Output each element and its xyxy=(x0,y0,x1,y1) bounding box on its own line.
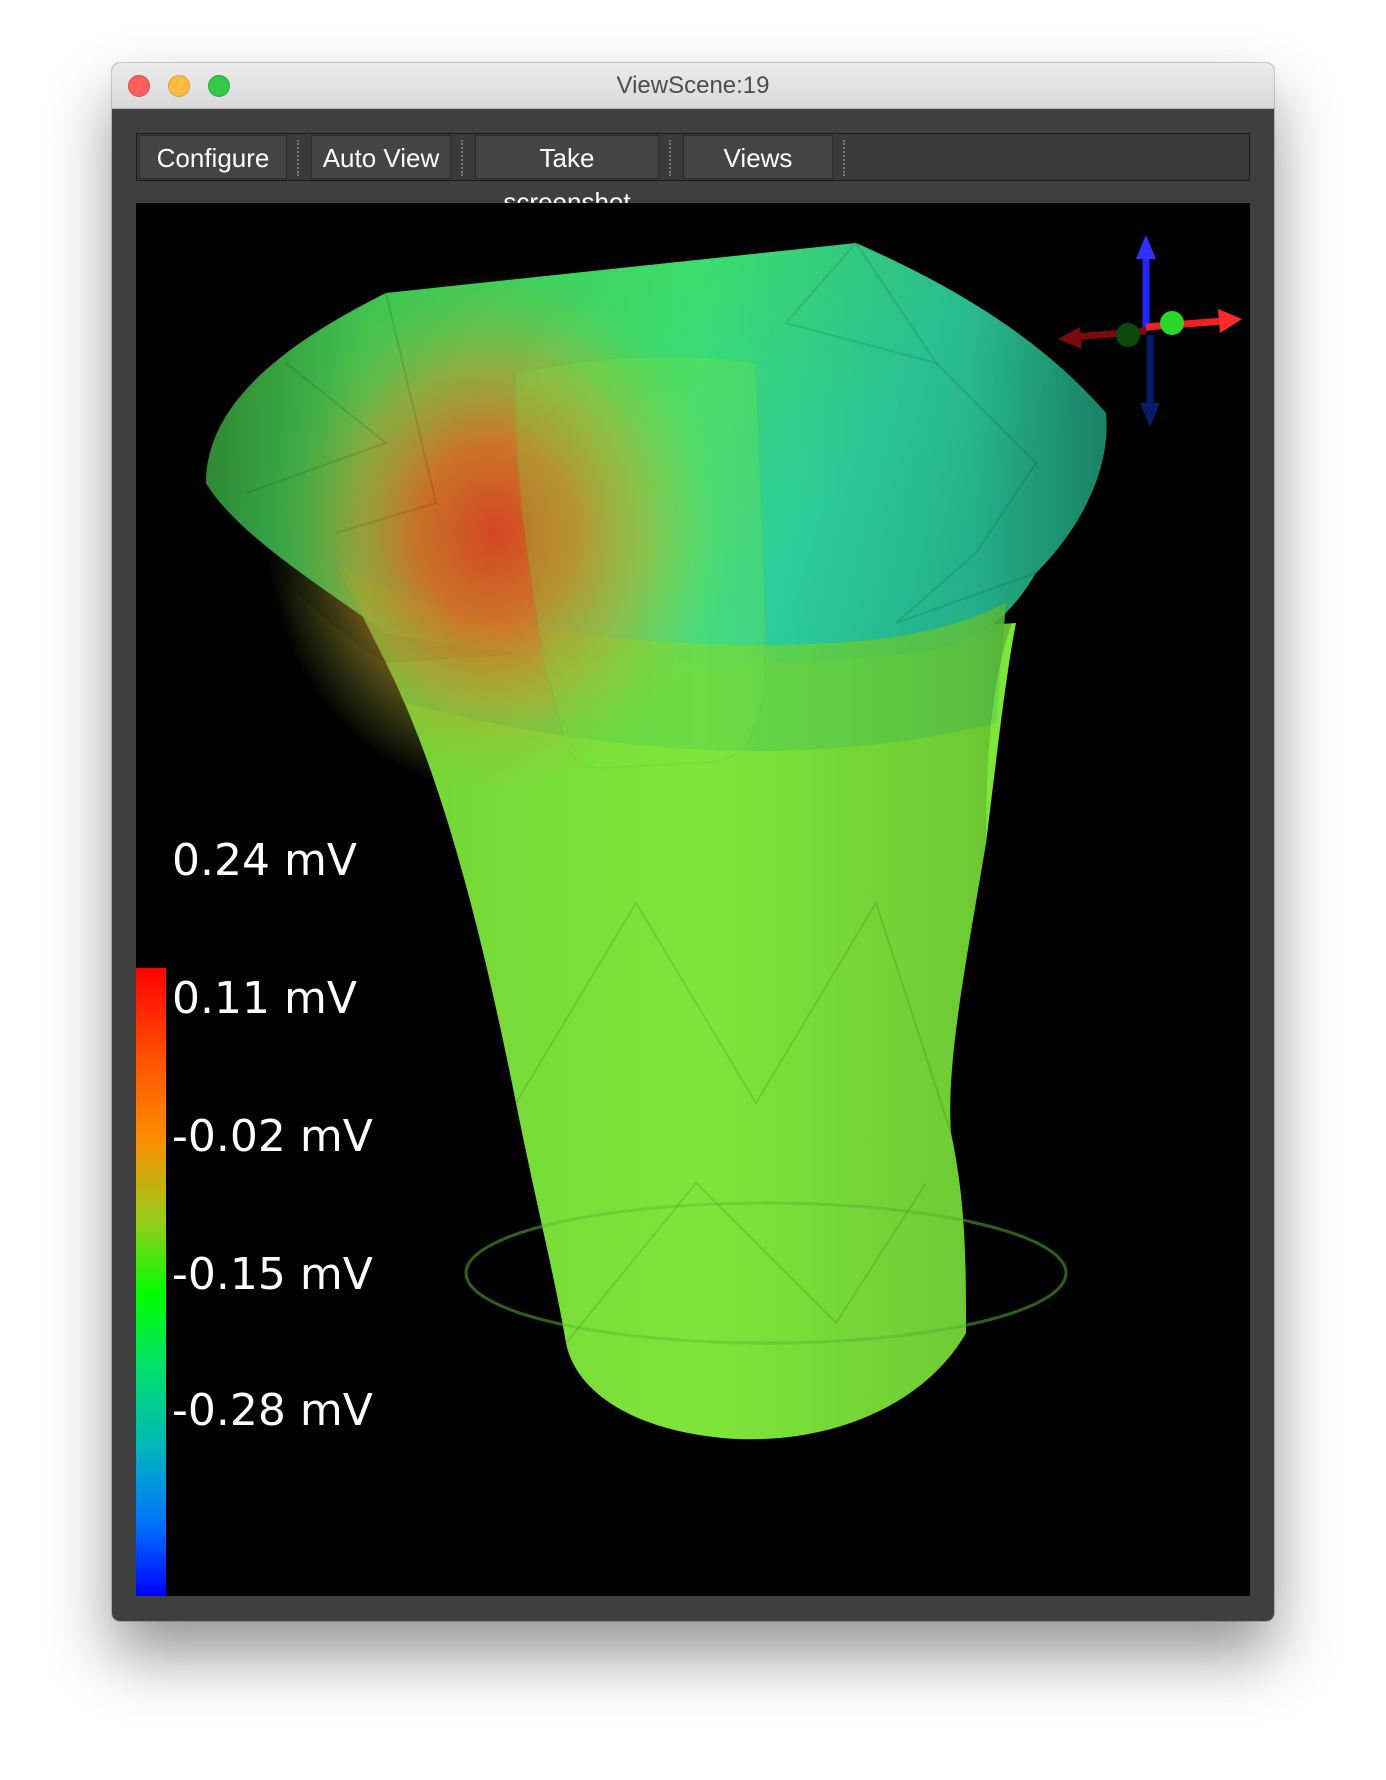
orientation-axes-icon xyxy=(1058,235,1242,427)
toolbar-grip[interactable] xyxy=(461,140,465,176)
configure-button[interactable]: Configure xyxy=(139,135,287,179)
colorbar-label-high: 0.11 mV xyxy=(172,973,357,1024)
window-title: ViewScene:19 xyxy=(616,72,770,99)
toolbar-grip[interactable] xyxy=(843,140,847,176)
maximize-window-button[interactable] xyxy=(208,75,230,97)
toolbar-grip[interactable] xyxy=(669,140,673,176)
toolbar: Configure Auto View Take screenshot View… xyxy=(136,133,1250,217)
colorbar-label-mid: -0.02 mV xyxy=(172,1111,373,1162)
minimize-window-button[interactable] xyxy=(168,75,190,97)
3d-viewport[interactable]: 0.24 mV 0.11 mV -0.02 mV -0.15 mV -0.28 … xyxy=(136,203,1250,1596)
colorbar-label-min: -0.28 mV xyxy=(172,1385,373,1436)
toolbar-grip[interactable] xyxy=(297,140,301,176)
colorbar-label-low: -0.15 mV xyxy=(172,1249,373,1300)
views-button[interactable]: Views xyxy=(683,135,833,179)
title-bar[interactable]: ViewScene:19 xyxy=(112,63,1274,109)
viewscene-window: ViewScene:19 Configure Auto View Take sc… xyxy=(112,63,1274,1621)
close-window-button[interactable] xyxy=(128,75,150,97)
take-screenshot-button[interactable]: Take screenshot xyxy=(475,135,659,217)
auto-view-button[interactable]: Auto View xyxy=(311,135,451,179)
color-scale-bar xyxy=(136,968,166,1596)
colorbar-label-max: 0.24 mV xyxy=(172,835,357,886)
torso-model xyxy=(206,242,1107,1440)
